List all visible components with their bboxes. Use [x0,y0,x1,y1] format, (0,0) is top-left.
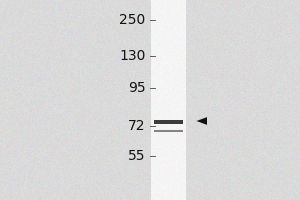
Text: 130: 130 [119,49,146,63]
Text: 95: 95 [128,81,146,95]
Text: 250: 250 [119,13,146,27]
Bar [154,130,183,132]
Text: 55: 55 [128,149,146,163]
Polygon shape [196,117,207,125]
Bar [154,120,183,124]
Text: 72: 72 [128,119,146,133]
